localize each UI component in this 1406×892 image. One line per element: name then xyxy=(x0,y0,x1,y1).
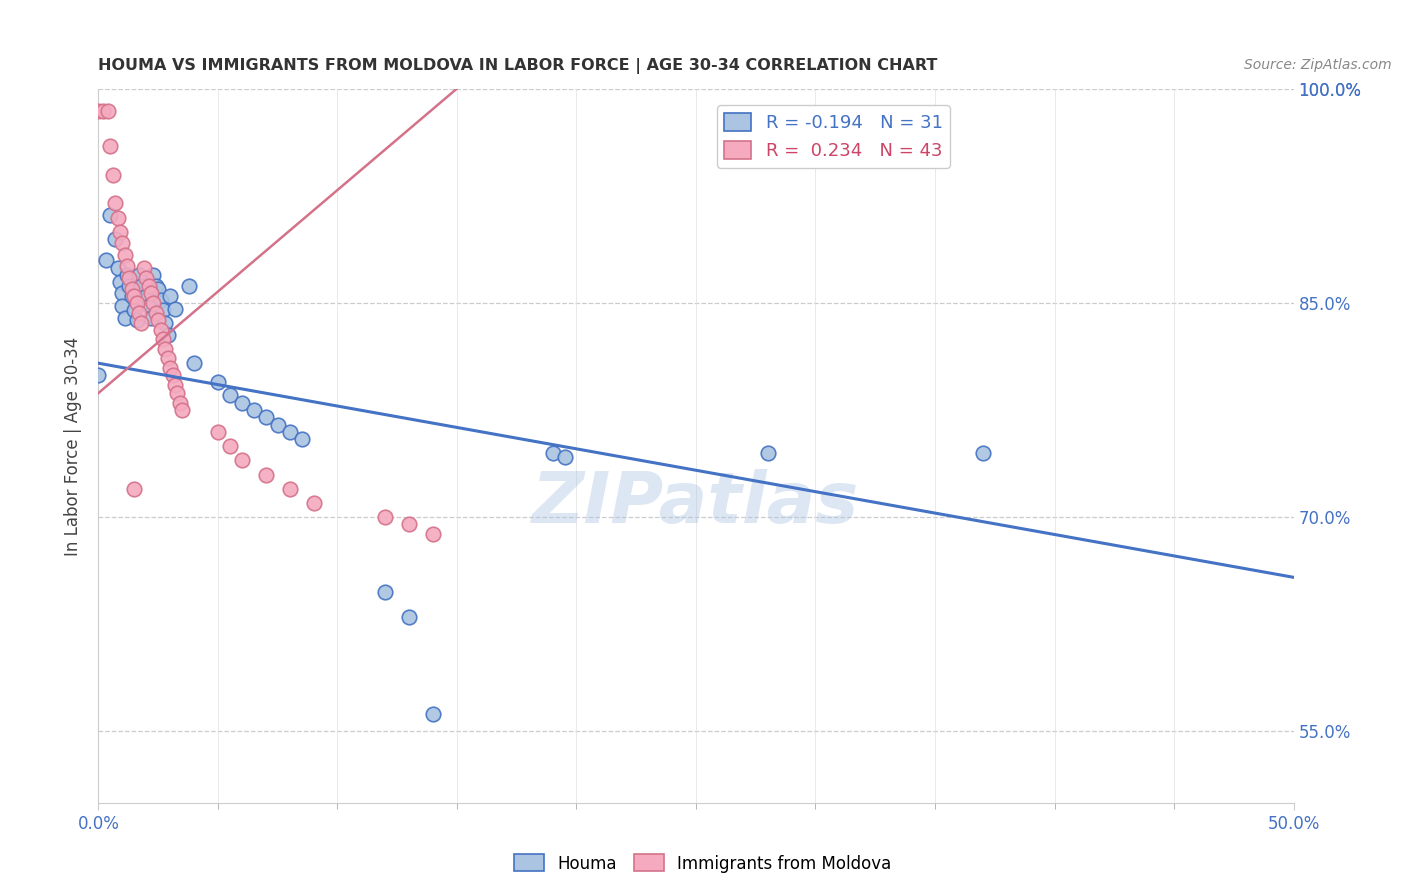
Point xyxy=(121,282,143,296)
Point xyxy=(422,707,444,722)
Text: Source: ZipAtlas.com: Source: ZipAtlas.com xyxy=(1244,58,1392,72)
Point xyxy=(118,279,141,293)
Point xyxy=(972,446,994,460)
Point xyxy=(114,248,136,262)
Point xyxy=(115,259,138,273)
Point xyxy=(111,236,134,251)
Point xyxy=(132,260,155,275)
Point xyxy=(101,168,124,182)
Point xyxy=(149,323,172,337)
Point xyxy=(219,439,242,453)
Point xyxy=(278,425,301,439)
Point xyxy=(125,296,148,310)
Point xyxy=(148,313,170,327)
Point xyxy=(374,510,396,524)
Point xyxy=(155,316,177,330)
Point xyxy=(125,313,148,327)
Point xyxy=(104,196,127,211)
Point xyxy=(152,332,174,346)
Point xyxy=(254,410,277,425)
Point xyxy=(145,306,167,320)
Point xyxy=(87,368,110,382)
Point xyxy=(267,417,290,432)
Point xyxy=(87,103,110,118)
Point xyxy=(104,232,127,246)
Point xyxy=(138,299,160,313)
Point xyxy=(128,268,150,282)
Point xyxy=(142,268,165,282)
Point xyxy=(169,396,191,410)
Point xyxy=(118,270,141,285)
Point xyxy=(156,351,179,365)
Point xyxy=(94,253,117,268)
Point xyxy=(98,208,122,222)
Point xyxy=(231,453,253,467)
Point xyxy=(111,888,134,892)
Point xyxy=(291,432,314,446)
Point xyxy=(131,316,153,330)
Point xyxy=(111,299,134,313)
Point xyxy=(108,225,131,239)
Point xyxy=(207,375,229,389)
Point xyxy=(374,584,396,599)
Point xyxy=(135,270,157,285)
Text: ZIPatlas: ZIPatlas xyxy=(533,468,859,538)
Point xyxy=(142,296,165,310)
Point xyxy=(139,286,162,301)
Point xyxy=(162,368,184,382)
Point xyxy=(98,139,122,153)
Point xyxy=(115,268,138,282)
Point xyxy=(145,279,167,293)
Text: HOUMA VS IMMIGRANTS FROM MOLDOVA IN LABOR FORCE | AGE 30-34 CORRELATION CHART: HOUMA VS IMMIGRANTS FROM MOLDOVA IN LABO… xyxy=(98,58,938,74)
Point xyxy=(398,517,420,532)
Point xyxy=(124,482,146,496)
Point xyxy=(124,303,146,318)
Point xyxy=(91,103,114,118)
Point xyxy=(128,306,150,320)
Point xyxy=(121,289,143,303)
Point xyxy=(97,103,120,118)
Point xyxy=(302,496,325,510)
Point xyxy=(541,446,564,460)
Point xyxy=(138,279,160,293)
Point xyxy=(148,282,170,296)
Point xyxy=(172,824,194,838)
Point xyxy=(183,356,205,370)
Point xyxy=(108,275,131,289)
Point xyxy=(152,303,174,318)
Point xyxy=(172,403,194,417)
Point xyxy=(159,360,181,375)
Point xyxy=(131,279,153,293)
Point xyxy=(107,260,129,275)
Point xyxy=(254,467,277,482)
Point xyxy=(111,286,134,301)
Point xyxy=(422,527,444,541)
Point xyxy=(114,310,136,325)
Point xyxy=(156,327,179,342)
Point xyxy=(155,342,177,356)
Point xyxy=(135,289,157,303)
Point xyxy=(219,387,242,401)
Point xyxy=(179,279,201,293)
Point xyxy=(159,289,181,303)
Point xyxy=(278,482,301,496)
Legend: Houma, Immigrants from Moldova: Houma, Immigrants from Moldova xyxy=(508,847,898,880)
Point xyxy=(124,289,146,303)
Point xyxy=(166,386,188,401)
Point xyxy=(149,293,172,308)
Point xyxy=(163,377,186,392)
Point xyxy=(756,446,779,460)
Legend: R = -0.194   N = 31, R =  0.234   N = 43: R = -0.194 N = 31, R = 0.234 N = 43 xyxy=(717,105,950,168)
Point xyxy=(207,425,229,439)
Point xyxy=(398,610,420,624)
Y-axis label: In Labor Force | Age 30-34: In Labor Force | Age 30-34 xyxy=(65,336,83,556)
Point xyxy=(107,211,129,225)
Point xyxy=(139,310,162,325)
Point xyxy=(554,450,576,465)
Point xyxy=(163,301,186,316)
Point xyxy=(231,396,253,410)
Point xyxy=(243,403,266,417)
